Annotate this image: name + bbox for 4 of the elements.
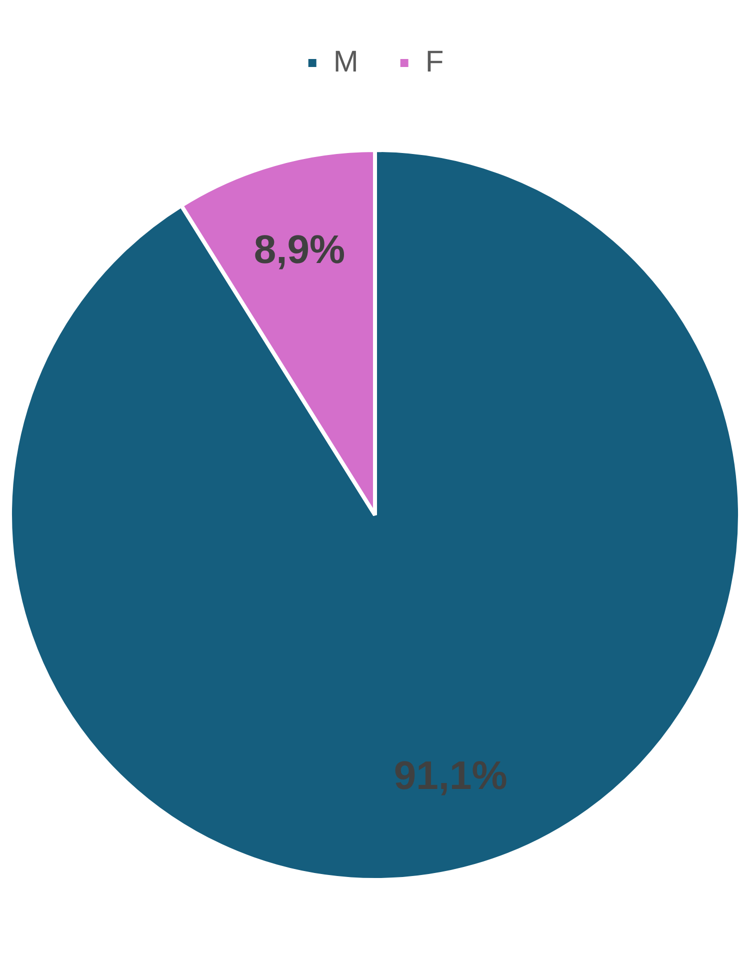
legend-label: M — [333, 45, 358, 78]
data-label: 8,9% — [254, 228, 346, 272]
legend-label: F — [425, 45, 444, 78]
data-label: 91,1% — [394, 754, 508, 798]
